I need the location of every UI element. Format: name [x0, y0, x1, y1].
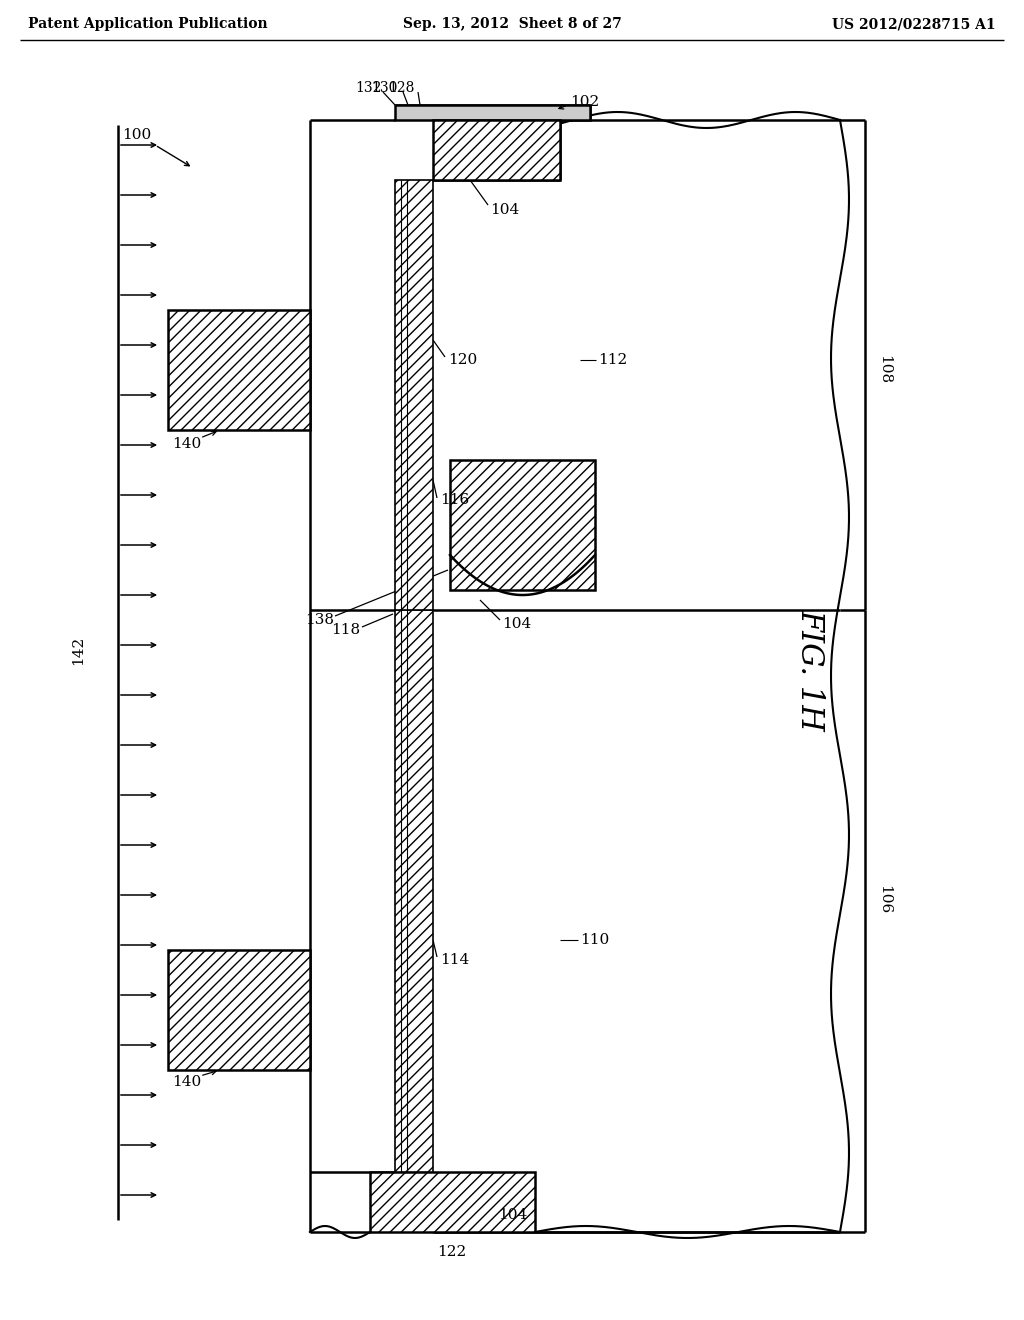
- Text: 118: 118: [331, 623, 360, 638]
- Text: 138: 138: [305, 612, 334, 627]
- Text: 128: 128: [389, 81, 415, 95]
- Text: Patent Application Publication: Patent Application Publication: [28, 17, 267, 30]
- Text: 112: 112: [598, 352, 628, 367]
- Bar: [395, 180, 433, 610]
- Text: 130: 130: [372, 81, 398, 95]
- Bar: [433, 120, 560, 180]
- Bar: [395, 610, 433, 1172]
- Text: 120: 120: [449, 352, 477, 367]
- Bar: [395, 106, 590, 120]
- Bar: [168, 310, 310, 430]
- Text: FIG. 1H: FIG. 1H: [795, 609, 825, 731]
- Text: 104: 104: [490, 203, 519, 216]
- Text: 140: 140: [172, 437, 202, 451]
- Text: 110: 110: [580, 933, 609, 946]
- Text: 104: 104: [498, 1208, 527, 1222]
- Text: 108: 108: [877, 355, 891, 384]
- Text: 106: 106: [877, 886, 891, 915]
- Text: 140: 140: [172, 1074, 202, 1089]
- Text: 100: 100: [122, 128, 152, 143]
- Text: US 2012/0228715 A1: US 2012/0228715 A1: [833, 17, 996, 30]
- Bar: [168, 950, 310, 1071]
- Bar: [370, 1172, 535, 1232]
- Text: 132: 132: [355, 81, 382, 95]
- Text: Sep. 13, 2012  Sheet 8 of 27: Sep. 13, 2012 Sheet 8 of 27: [402, 17, 622, 30]
- Text: 116: 116: [440, 492, 469, 507]
- Text: 142: 142: [71, 635, 85, 665]
- Text: 114: 114: [440, 953, 469, 968]
- Text: 102: 102: [570, 95, 599, 110]
- Text: 104: 104: [502, 616, 531, 631]
- Text: 122: 122: [437, 1245, 467, 1259]
- Bar: [450, 459, 595, 590]
